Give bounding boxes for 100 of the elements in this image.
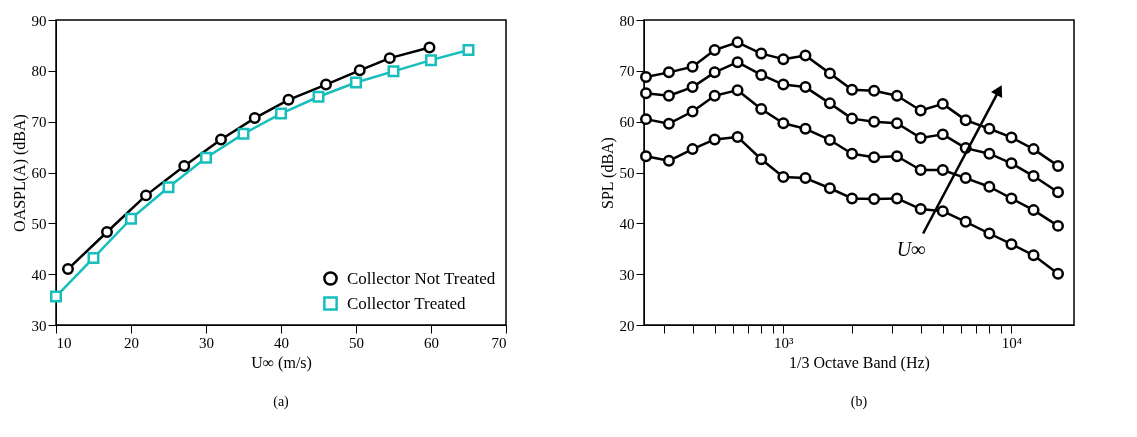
point (686, 143, 699, 156)
point (846, 192, 859, 205)
point (799, 81, 812, 94)
point (640, 113, 652, 126)
point (823, 182, 836, 195)
y-tick-label: 40 (31, 266, 47, 283)
point (799, 172, 812, 185)
point (731, 84, 744, 97)
point (936, 128, 949, 141)
point (777, 78, 790, 91)
point (708, 44, 721, 56)
point (959, 114, 972, 127)
y-tick-label: 60 (619, 114, 635, 131)
point (1005, 131, 1018, 144)
x-tick-label: 10³ (774, 334, 795, 351)
point (640, 150, 652, 163)
x-axis-title: U∞ (m/s) (251, 353, 312, 372)
point (823, 133, 836, 146)
point (891, 89, 904, 102)
x-tick-label: 20 (124, 334, 139, 351)
point (868, 151, 881, 164)
point (708, 66, 721, 79)
point (755, 47, 768, 60)
x-tick-label: 40 (274, 334, 289, 351)
y-tick-label: 90 (31, 12, 47, 29)
x-tick-label: 10⁴ (1001, 334, 1023, 351)
annotation: U∞ (896, 237, 926, 260)
point (1027, 204, 1040, 217)
point (914, 203, 927, 216)
y-tick-label: 80 (619, 12, 635, 29)
point (846, 112, 859, 125)
point (823, 67, 836, 80)
point (755, 102, 768, 115)
text: (b) (850, 394, 868, 410)
x-tick-label: 30 (199, 334, 214, 351)
point (1027, 249, 1040, 262)
point (731, 130, 744, 143)
point (777, 171, 790, 184)
point (686, 105, 699, 118)
point (983, 180, 996, 193)
point (1027, 170, 1040, 183)
x-tick-label: 10 (56, 334, 72, 351)
point (846, 147, 859, 160)
point (868, 84, 881, 97)
y-tick-label: 30 (619, 266, 635, 283)
y-tick-label: 70 (31, 114, 47, 131)
point (914, 131, 927, 144)
point (823, 97, 836, 110)
point (983, 227, 996, 240)
y-tick-label: 70 (619, 63, 635, 80)
point (662, 89, 675, 102)
y-tick-label: 40 (619, 215, 635, 232)
point (868, 192, 881, 205)
y-tick-label: 50 (31, 215, 47, 232)
point (708, 133, 721, 146)
point (891, 192, 904, 205)
point (1005, 238, 1018, 251)
point (708, 89, 721, 102)
point (846, 83, 859, 96)
point (1005, 157, 1018, 170)
point (983, 147, 996, 160)
point (891, 117, 904, 130)
point (799, 49, 812, 62)
y-tick-label: 30 (31, 317, 47, 334)
point (914, 104, 927, 117)
y-tick-label: 50 (619, 165, 635, 181)
point (1005, 192, 1018, 205)
point (936, 163, 949, 176)
x-axis-title: 1/3 Octave Band (Hz) (789, 353, 930, 372)
point (755, 153, 768, 166)
y-axis-title: OASPL(A) (dBA) (10, 114, 29, 232)
point (1052, 219, 1065, 232)
point (799, 122, 812, 135)
legend-label: Collector Treated (347, 293, 467, 313)
x-tick-label: 70 (491, 334, 507, 351)
point (959, 172, 972, 185)
point (983, 122, 996, 135)
point (891, 150, 904, 163)
point (777, 53, 790, 66)
point (1027, 143, 1040, 156)
point (936, 205, 949, 218)
point (731, 56, 744, 69)
point (662, 66, 675, 79)
y-tick-label: 20 (619, 317, 635, 334)
point (662, 154, 675, 167)
x-tick-label: 60 (424, 334, 439, 351)
point (914, 163, 927, 176)
text: (a) (273, 394, 290, 410)
point (686, 81, 699, 94)
point (868, 115, 881, 128)
y-tick-label: 60 (31, 165, 47, 181)
point (959, 215, 972, 228)
y-axis-title: SPL (dBA) (598, 137, 617, 209)
point (1052, 159, 1065, 172)
point (662, 117, 675, 130)
x-tick-label: 50 (349, 334, 364, 351)
point (777, 117, 790, 130)
point (1052, 186, 1065, 199)
point (686, 60, 699, 73)
point (731, 36, 744, 49)
